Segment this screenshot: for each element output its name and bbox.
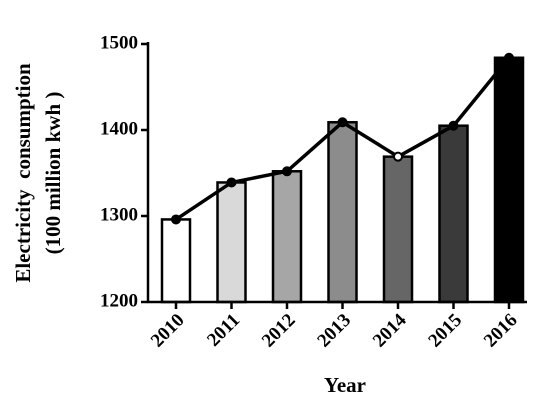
y-tick-label: 1300 [100, 204, 138, 225]
y-tick-label: 1200 [100, 290, 138, 311]
line-marker [282, 166, 292, 177]
y-tick-label: 1400 [100, 118, 138, 139]
line-marker [448, 120, 459, 131]
bar [160, 218, 192, 304]
line-marker [171, 214, 181, 225]
x-axis-label: Year [324, 373, 366, 397]
bar [271, 170, 303, 304]
x-tick-label: 2011 [203, 310, 244, 351]
x-tick-label: 2012 [258, 310, 300, 352]
x-tick-label: 2016 [480, 310, 522, 352]
line-marker [337, 117, 348, 128]
y-axis-label: (100 million kwh ) [41, 92, 65, 255]
line-marker [504, 52, 514, 63]
line-marker [226, 177, 237, 188]
bar [382, 155, 414, 304]
x-tick-label: 2014 [369, 309, 411, 351]
y-tick-label: 1500 [100, 32, 138, 53]
bar [216, 181, 247, 304]
line-marker [393, 151, 403, 162]
bar [327, 121, 358, 304]
x-tick-label: 2013 [313, 310, 355, 352]
y-axis-label: Electricity consumption [11, 63, 35, 283]
x-tick-label: 2015 [424, 310, 466, 352]
bar [438, 124, 469, 304]
bar [493, 56, 525, 304]
x-tick-label: 2010 [147, 310, 189, 352]
